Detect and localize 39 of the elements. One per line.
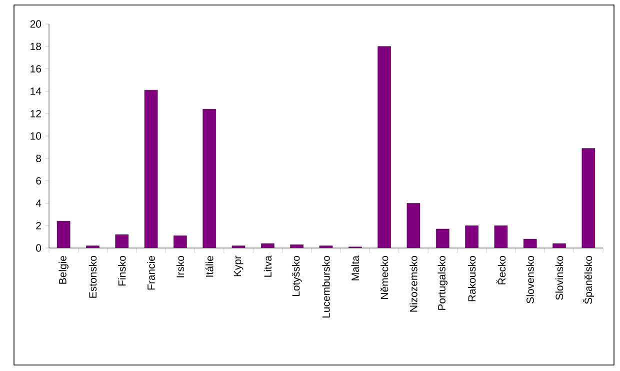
bar <box>378 46 391 248</box>
x-tick-label: Nizozemsko <box>410 256 418 312</box>
bar <box>174 236 187 248</box>
y-tick-label: 2 <box>36 222 41 230</box>
x-tick-label: Kypr <box>234 256 244 276</box>
bar <box>406 203 420 248</box>
x-tick-label: Belgie <box>58 256 68 284</box>
y-tick-label: 16 <box>30 65 42 73</box>
x-tick-label: Německo <box>380 256 388 299</box>
bar <box>465 225 478 248</box>
y-tick-label: 20 <box>30 20 42 28</box>
y-tick-label: 10 <box>30 132 42 140</box>
y-tick-label: 18 <box>30 42 42 50</box>
x-tick-label: Slovinsko <box>555 256 564 300</box>
x-tick-label: Francie <box>147 256 155 290</box>
x-tick-label: Malta <box>351 256 360 280</box>
x-tick-label: Irsko <box>176 256 184 278</box>
x-tick-label: Řecko <box>496 256 506 284</box>
bar <box>202 108 216 248</box>
bar <box>436 228 450 248</box>
x-tick-label: Estonsko <box>88 256 97 298</box>
bar <box>144 90 158 248</box>
y-tick-label: 6 <box>36 177 42 185</box>
bar <box>56 220 70 248</box>
x-tick-label: Lucembursko <box>322 256 330 318</box>
y-tick-label: 4 <box>36 200 42 207</box>
x-tick-label: Slovensko <box>526 256 534 304</box>
x-tick-label: Litva <box>264 256 272 277</box>
y-tick-label: 0 <box>36 244 42 252</box>
bar <box>582 148 596 248</box>
x-tick-label: Lotyšsko <box>292 256 302 296</box>
x-tick-label: Rakousko <box>468 256 476 302</box>
x-tick-label: Itálie <box>205 256 214 277</box>
y-tick-label: 14 <box>30 88 42 95</box>
x-tick-label: Portugalsko <box>438 256 448 310</box>
y-tick-label: 8 <box>36 154 42 162</box>
y-tick-label: 12 <box>30 110 41 118</box>
x-tick-label: Španělsko <box>582 256 594 304</box>
x-tick-label: Finsko <box>118 256 126 286</box>
